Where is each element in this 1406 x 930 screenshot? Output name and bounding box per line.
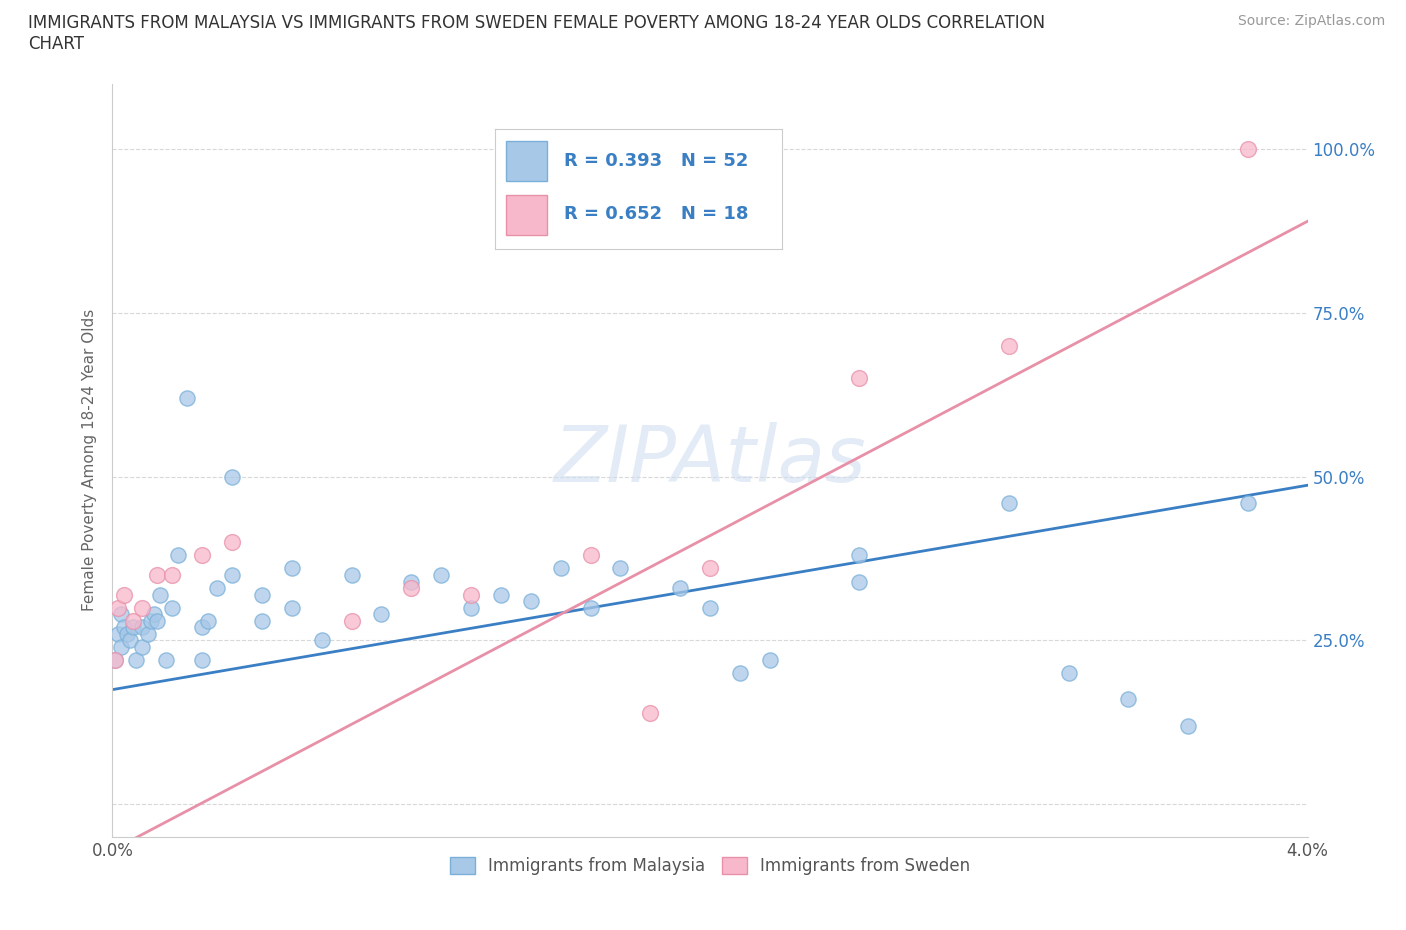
Point [669,580,692,595]
Point [149,587,172,602]
Point [221,470,243,485]
Point [728,666,751,681]
Text: IMMIGRANTS FROM MALAYSIA VS IMMIGRANTS FROM SWEDEN FEMALE POVERTY AMONG 18-24 YE: IMMIGRANTS FROM MALAYSIA VS IMMIGRANTS F… [28,14,1045,32]
Point [460,587,482,602]
Point [120,633,142,648]
Point [311,633,333,648]
Point [250,587,273,602]
Point [460,600,482,615]
Point [340,567,363,582]
Point [155,653,177,668]
Point [221,535,243,550]
Point [340,614,363,629]
Point [579,600,602,615]
Point [138,627,160,642]
Point [205,580,228,595]
Point [401,580,423,595]
Legend: Immigrants from Malaysia, Immigrants from Sweden: Immigrants from Malaysia, Immigrants fro… [443,850,977,882]
Point [370,607,392,622]
Point [191,653,214,668]
Point [550,561,572,576]
Point [848,548,870,563]
Point [250,614,273,629]
Point [146,614,169,629]
Point [176,391,198,405]
Point [848,371,870,386]
Point [281,600,304,615]
Point [167,548,190,563]
Text: Source: ZipAtlas.com: Source: ZipAtlas.com [1237,14,1385,28]
Point [489,587,512,602]
Point [131,620,153,635]
Point [197,614,219,629]
Point [998,339,1021,353]
Point [122,620,145,635]
Point [1237,496,1260,511]
Point [191,620,214,635]
Point [146,567,169,582]
Point [221,567,243,582]
Point [162,567,183,582]
Point [122,614,145,629]
Point [848,574,870,589]
Point [141,614,163,629]
Point [110,607,132,622]
Point [640,705,662,720]
Point [579,548,602,563]
Point [125,653,148,668]
Point [110,640,132,655]
Text: ZIPAtlas: ZIPAtlas [554,422,866,498]
Point [104,653,127,668]
Point [191,548,214,563]
Point [699,600,721,615]
Text: CHART: CHART [28,35,84,53]
Point [430,567,453,582]
Point [143,607,166,622]
Point [281,561,304,576]
Point [699,561,721,576]
Point [114,620,135,635]
Point [107,627,129,642]
Point [131,640,153,655]
Point [104,653,127,668]
Point [107,600,129,615]
Point [1177,718,1199,733]
Point [1057,666,1080,681]
Point [1118,692,1140,707]
Point [759,653,782,668]
Point [998,496,1021,511]
Point [609,561,631,576]
Point [1237,141,1260,156]
Point [162,600,183,615]
Point [131,600,153,615]
Point [117,627,139,642]
Point [520,593,543,608]
Point [114,587,135,602]
Point [401,574,423,589]
Y-axis label: Female Poverty Among 18-24 Year Olds: Female Poverty Among 18-24 Year Olds [82,309,97,612]
